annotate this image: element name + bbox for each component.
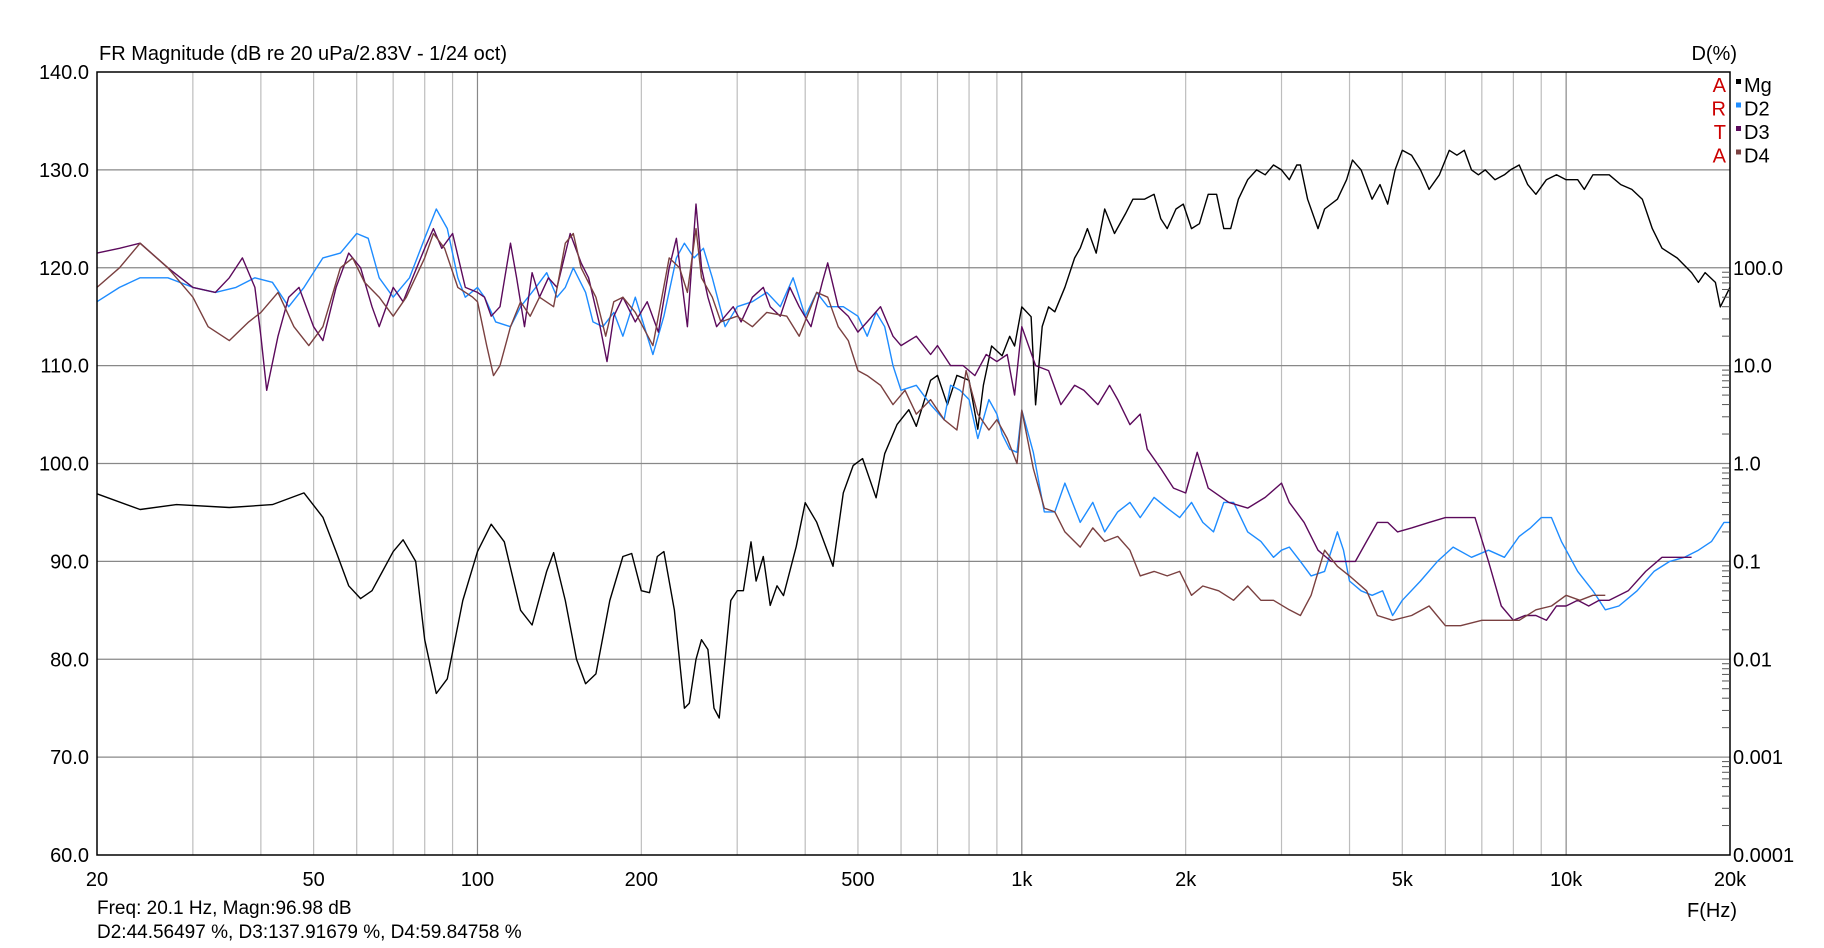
series-line-mg: [96, 149, 1731, 719]
legend-label-d3: D3: [1744, 122, 1770, 144]
x-tick-label: 200: [625, 869, 658, 891]
y-tick-label: 70.0: [50, 747, 89, 769]
legend-label-mg: Mg: [1744, 75, 1772, 97]
chart-title: FR Magnitude (dB re 20 uPa/2.83V - 1/24 …: [99, 43, 507, 65]
cursor-readout-distortion: D2:44.56497 %, D3:137.91679 %, D4:59.847…: [97, 922, 522, 943]
y2-tick-label: 10.0: [1733, 356, 1772, 378]
x-tick-label: 500: [841, 869, 874, 891]
x-tick-label: 5k: [1392, 869, 1414, 891]
right-axis-title: D(%): [1691, 43, 1737, 65]
watermark-letter: A: [1713, 146, 1727, 168]
y2-tick-label: 0.0001: [1733, 845, 1794, 867]
cursor-readout-frequency: Freq: 20.1 Hz, Magn:96.98 dB: [97, 898, 352, 919]
plot-frame: [96, 71, 1731, 856]
y-tick-label: 100.0: [39, 454, 89, 476]
x-tick-label: 10k: [1550, 869, 1583, 891]
y2-tick-label: 100.0: [1733, 258, 1783, 280]
y2-tick-label: 1.0: [1733, 454, 1761, 476]
x-tick-label: 1k: [1011, 869, 1033, 891]
series-line-d4: [96, 227, 1606, 627]
x-axis-ticks: 20 50 100 200 500 1k 2k 5k 10k 20k: [86, 869, 1747, 891]
y-tick-label: 80.0: [50, 649, 89, 671]
watermark-letter: T: [1714, 122, 1726, 144]
y2-tick-label: 0.001: [1733, 747, 1783, 769]
plot-series: [96, 149, 1731, 719]
legend-swatch-mg: [1736, 79, 1741, 84]
y-tick-label: 130.0: [39, 160, 89, 182]
x-tick-label: 2k: [1175, 869, 1197, 891]
right-axis-ticks: 100.0 10.0 1.0 0.1 0.01 0.001 0.0001: [1722, 258, 1794, 867]
legend-swatch-d2: [1736, 102, 1741, 108]
x-axis-label: F(Hz): [1687, 900, 1737, 922]
y-tick-label: 110.0: [40, 356, 89, 378]
series-line-d3: [96, 203, 1692, 621]
y-tick-label: 90.0: [50, 551, 89, 573]
y2-tick-label: 0.01: [1733, 649, 1772, 671]
left-axis-ticks: 140.0 130.0 120.0 110.0 100.0 90.0 80.0 70.0 60.…: [39, 62, 89, 867]
legend-swatch-d3: [1736, 126, 1741, 131]
y-tick-label: 60.0: [50, 845, 89, 867]
series-line-d2: [96, 208, 1730, 617]
x-tick-label: 100: [461, 869, 494, 891]
y2-tick-label: 0.1: [1733, 551, 1761, 573]
x-tick-label: 50: [302, 869, 324, 891]
legend-swatch-d4: [1736, 149, 1741, 155]
watermark-letter: R: [1712, 99, 1726, 121]
legend-label-d2: D2: [1744, 99, 1770, 121]
x-tick-label: 20: [86, 869, 108, 891]
legend-label-d4: D4: [1744, 146, 1770, 168]
x-tick-label: 20k: [1714, 869, 1747, 891]
y-tick-label: 120.0: [39, 258, 89, 280]
grid-lines: [97, 72, 1730, 855]
watermark-letter: A: [1713, 75, 1727, 97]
y-tick-label: 140.0: [39, 62, 89, 84]
